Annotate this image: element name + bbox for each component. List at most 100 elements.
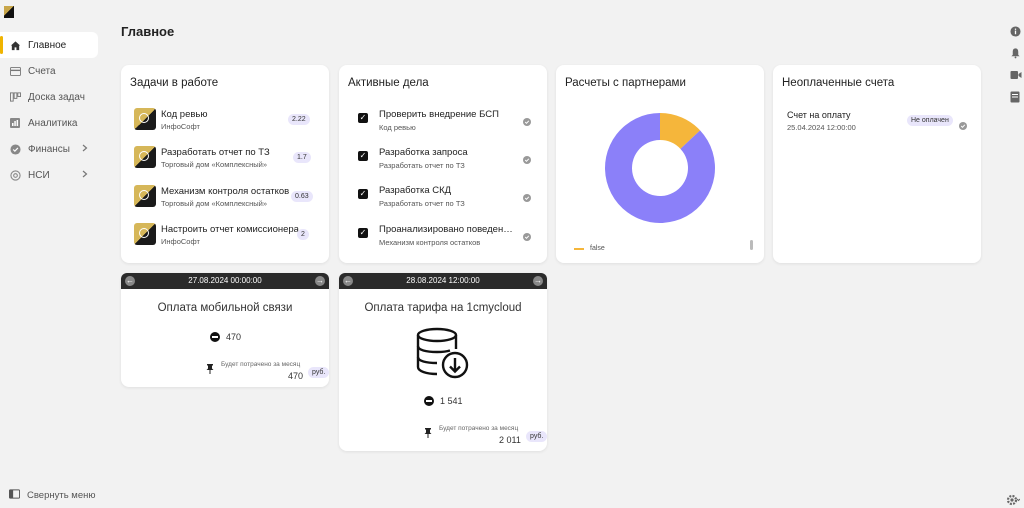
deal-item[interactable]: ✓ Проанализировано поведение механизма М… [358,224,531,250]
payment-card-header: ← 27.08.2024 00:00:00 → [121,273,329,289]
task-thumbnail [134,146,156,168]
legend-label: false [590,245,605,252]
task-name: Механизм контроля остатков [161,186,290,197]
right-rail [1010,24,1024,112]
checkbox-checked-icon[interactable]: ✓ [358,228,368,238]
month-spend-total: 470 [288,371,304,381]
status-check-icon [523,113,531,131]
legend-scrollbar[interactable] [750,240,753,250]
info-icon[interactable] [1010,24,1024,38]
payment-title: Оплата тарифа на 1cmycloud [364,302,522,314]
payment-date: 28.08.2024 12:00:00 [406,276,480,285]
bell-icon[interactable] [1010,46,1024,60]
checkbox-checked-icon[interactable]: ✓ [358,189,368,199]
deal-name: Проверить внедрение БСП [379,109,499,120]
donut-slice-0[interactable] [660,113,701,149]
sidebar-item-main[interactable]: Главное [0,32,98,58]
card-icon [9,65,21,77]
minus-circle-icon [210,332,220,342]
deal-task: Код ревью [379,123,416,132]
deal-task: Механизм контроля остатков [379,238,481,247]
active-deals-card: Активные дела ✓ Проверить внедрение БСП … [339,65,547,263]
deal-task: Разработать отчет по ТЗ [379,199,465,208]
arrow-left-icon[interactable]: ← [125,276,135,286]
currency-badge: руб. [308,367,330,378]
invoice-item[interactable]: Счет на оплату 25.04.2024 12:00:00 Не оп… [787,110,967,134]
collapse-menu-label: Свернуть меню [27,490,96,501]
collapse-menu-button[interactable]: Свернуть меню [9,489,96,502]
task-name: Код ревью [161,109,208,120]
sidebar-toggle-icon [9,489,20,502]
month-spend-label: Будет потрачено за месяц [221,361,301,368]
payment-amount: 470 [226,332,242,342]
arrow-left-icon[interactable]: ← [343,276,353,286]
deal-name: Разработка СКД [379,185,452,196]
minus-circle-icon [424,396,434,406]
arrow-right-icon[interactable]: → [315,276,325,286]
task-thumbnail [134,185,156,207]
settings-gear-icon[interactable] [1006,493,1021,508]
task-hours-badge: 0.63 [291,191,313,202]
sidebar-item-analytics[interactable]: Аналитика [0,110,104,136]
unpaid-invoices-card: Неоплаченные счета Счет на оплату 25.04.… [773,65,981,263]
payment-title: Оплата мобильной связи [157,302,293,314]
active-deals-card-title: Активные дела [348,77,429,89]
checkbox-checked-icon[interactable]: ✓ [358,151,368,161]
task-item[interactable]: Разработать отчет по ТЗ Торговый дом «Ко… [134,146,314,172]
document-icon[interactable] [1010,90,1024,104]
database-download-icon [415,327,471,388]
deal-name: Проанализировано поведение механизма [379,224,517,235]
deal-item[interactable]: ✓ Разработка СКД Разработать отчет по ТЗ [358,185,531,211]
status-check-icon [959,117,967,135]
task-item[interactable]: Код ревью ИнфоСофт 2.22 [134,108,314,134]
chart-legend[interactable]: false [574,245,605,252]
unpaid-invoices-card-title: Неоплаченные счета [782,77,895,89]
tasks-card: Задачи в работе Код ревью ИнфоСофт 2.22 … [121,65,329,263]
task-hours-badge: 2.22 [288,114,310,125]
reference-icon [9,169,21,181]
pin-icon [424,425,432,443]
payment-date: 27.08.2024 00:00:00 [188,276,262,285]
task-name: Разработать отчет по ТЗ [161,147,270,158]
chevron-right-icon[interactable] [82,170,88,181]
payment-amount: 1 541 [440,396,463,406]
deal-name: Разработка запроса [379,147,468,158]
arrow-right-icon[interactable]: → [533,276,543,286]
month-spend-total: 2 011 [499,435,521,445]
app-logo [4,6,14,18]
donut-slice-1[interactable] [605,113,715,223]
home-icon [9,39,21,51]
task-hours-badge: 1.7 [293,152,311,163]
task-org: Торговый дом «Комплексный» [161,160,267,169]
task-name: Настроить отчет комиссионера [161,224,299,235]
sidebar-item-label: Финансы [28,143,70,155]
board-icon [9,91,21,103]
sidebar-item-reference[interactable]: НСИ [0,162,104,188]
tasks-card-title: Задачи в работе [130,77,219,89]
finance-icon [9,143,21,155]
partners-card: Расчеты с партнерами false [556,65,764,263]
month-spend-label: Будет потрачено за месяц [439,425,519,432]
status-check-icon [523,228,531,246]
invoice-status-badge: Не оплачен [907,115,953,126]
task-item[interactable]: Настроить отчет комиссионера ИнфоСофт 2 [134,223,314,249]
status-check-icon [523,189,531,207]
sidebar-item-label: Главное [28,39,67,51]
checkbox-checked-icon[interactable]: ✓ [358,113,368,123]
deal-item[interactable]: ✓ Проверить внедрение БСП Код ревью [358,109,531,135]
sidebar-item-finance[interactable]: Финансы [0,136,104,162]
task-thumbnail [134,223,156,245]
chevron-right-icon[interactable] [82,144,88,155]
legend-swatch [574,247,584,250]
sidebar-item-board[interactable]: Доска задач [0,84,104,110]
payment-card: ← 27.08.2024 00:00:00 → Оплата мобильной… [121,273,330,387]
sidebar-item-invoices[interactable]: Счета [0,58,104,84]
deal-item[interactable]: ✓ Разработка запроса Разработать отчет п… [358,147,531,173]
task-org: ИнфоСофт [161,122,200,131]
status-check-icon [523,151,531,169]
task-item[interactable]: Механизм контроля остатков Торговый дом … [134,185,314,211]
sidebar: Главное Счета Доска задач Аналитика Фина… [0,32,104,188]
task-org: ИнфоСофт [161,237,200,246]
video-icon[interactable] [1010,68,1024,82]
invoice-name: Счет на оплату [787,110,851,120]
